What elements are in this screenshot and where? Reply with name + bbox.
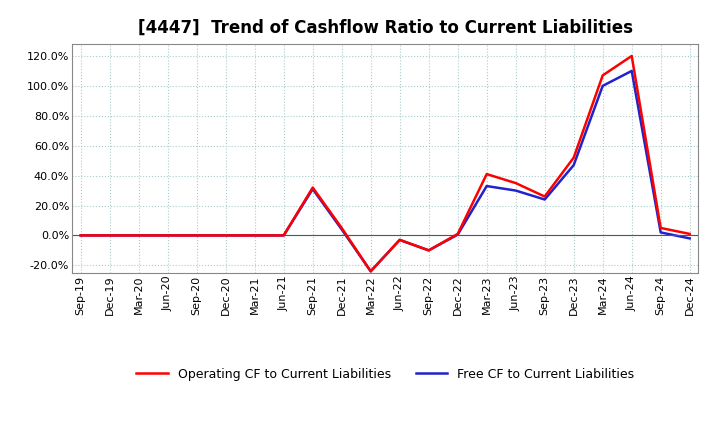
Free CF to Current Liabilities bbox=[105, 233, 114, 238]
Operating CF to Current Liabilities bbox=[395, 237, 404, 242]
Free CF to Current Liabilities bbox=[685, 236, 694, 241]
Operating CF to Current Liabilities bbox=[366, 269, 375, 274]
Operating CF to Current Liabilities bbox=[424, 248, 433, 253]
Legend: Operating CF to Current Liabilities, Free CF to Current Liabilities: Operating CF to Current Liabilities, Fre… bbox=[131, 363, 639, 385]
Free CF to Current Liabilities bbox=[395, 237, 404, 242]
Free CF to Current Liabilities bbox=[482, 183, 491, 189]
Operating CF to Current Liabilities bbox=[308, 185, 317, 190]
Free CF to Current Liabilities bbox=[192, 233, 201, 238]
Free CF to Current Liabilities bbox=[76, 233, 85, 238]
Free CF to Current Liabilities bbox=[570, 162, 578, 168]
Operating CF to Current Liabilities bbox=[251, 233, 259, 238]
Free CF to Current Liabilities bbox=[541, 197, 549, 202]
Operating CF to Current Liabilities bbox=[570, 155, 578, 160]
Free CF to Current Liabilities bbox=[308, 187, 317, 192]
Operating CF to Current Liabilities bbox=[135, 233, 143, 238]
Free CF to Current Liabilities bbox=[251, 233, 259, 238]
Free CF to Current Liabilities bbox=[163, 233, 172, 238]
Title: [4447]  Trend of Cashflow Ratio to Current Liabilities: [4447] Trend of Cashflow Ratio to Curren… bbox=[138, 19, 633, 37]
Free CF to Current Liabilities bbox=[221, 233, 230, 238]
Operating CF to Current Liabilities bbox=[192, 233, 201, 238]
Free CF to Current Liabilities bbox=[279, 233, 288, 238]
Operating CF to Current Liabilities bbox=[598, 73, 607, 78]
Free CF to Current Liabilities bbox=[338, 227, 346, 232]
Operating CF to Current Liabilities bbox=[221, 233, 230, 238]
Free CF to Current Liabilities bbox=[135, 233, 143, 238]
Operating CF to Current Liabilities bbox=[685, 231, 694, 237]
Free CF to Current Liabilities bbox=[511, 188, 520, 193]
Operating CF to Current Liabilities bbox=[482, 172, 491, 177]
Line: Operating CF to Current Liabilities: Operating CF to Current Liabilities bbox=[81, 56, 690, 271]
Operating CF to Current Liabilities bbox=[454, 231, 462, 237]
Operating CF to Current Liabilities bbox=[627, 53, 636, 59]
Operating CF to Current Liabilities bbox=[105, 233, 114, 238]
Line: Free CF to Current Liabilities: Free CF to Current Liabilities bbox=[81, 71, 690, 271]
Operating CF to Current Liabilities bbox=[76, 233, 85, 238]
Free CF to Current Liabilities bbox=[454, 232, 462, 237]
Free CF to Current Liabilities bbox=[627, 68, 636, 73]
Operating CF to Current Liabilities bbox=[657, 225, 665, 231]
Free CF to Current Liabilities bbox=[657, 230, 665, 235]
Operating CF to Current Liabilities bbox=[163, 233, 172, 238]
Operating CF to Current Liabilities bbox=[511, 180, 520, 186]
Operating CF to Current Liabilities bbox=[541, 194, 549, 199]
Free CF to Current Liabilities bbox=[598, 83, 607, 88]
Free CF to Current Liabilities bbox=[424, 248, 433, 253]
Operating CF to Current Liabilities bbox=[338, 225, 346, 231]
Free CF to Current Liabilities bbox=[366, 269, 375, 274]
Operating CF to Current Liabilities bbox=[279, 233, 288, 238]
